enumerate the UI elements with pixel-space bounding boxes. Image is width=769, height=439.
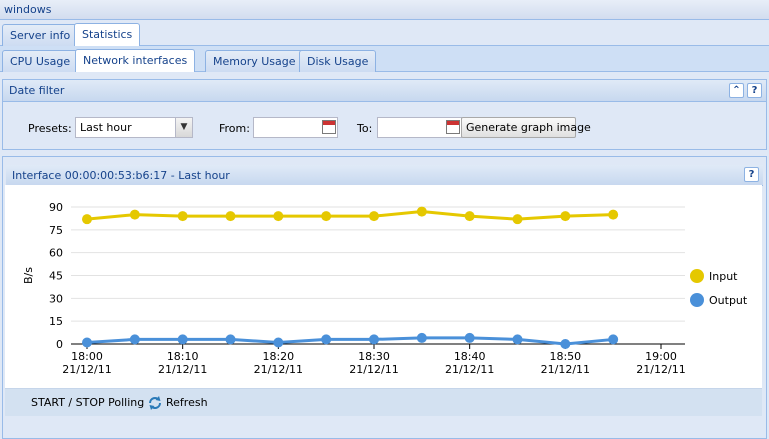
input-data-point: [560, 211, 571, 222]
x-tick-label: 18:00: [71, 350, 103, 363]
calendar-icon[interactable]: [322, 120, 336, 134]
tab-cpu-usage[interactable]: CPU Usage: [2, 50, 79, 72]
graph-panel-header: Interface 00:00:00:53:b6:17 - Last hour …: [6, 165, 763, 186]
y-tick-label: 15: [49, 315, 63, 328]
chevron-down-icon[interactable]: ▼: [175, 118, 192, 137]
x-tick-date-label: 21/12/11: [158, 363, 207, 376]
input-data-point: [608, 209, 619, 220]
x-tick-label: 18:50: [549, 350, 581, 363]
graph-toolbar: START / STOP Polling Refresh: [5, 388, 762, 416]
tab-memory-usage[interactable]: Memory Usage: [205, 50, 304, 72]
refresh-button[interactable]: Refresh: [166, 396, 208, 409]
y-tick-label: 30: [49, 292, 63, 305]
polling-toggle[interactable]: START / STOP Polling: [31, 396, 145, 409]
x-tick-label: 18:20: [262, 350, 294, 363]
output-data-point: [321, 334, 332, 345]
calendar-icon[interactable]: [446, 120, 460, 134]
input-legend-label: Input: [709, 270, 738, 283]
x-tick-date-label: 21/12/11: [254, 363, 303, 376]
presets-label: Presets:: [28, 122, 72, 135]
tab-network-interfaces[interactable]: Network interfaces: [75, 49, 196, 72]
window-title: windows: [0, 0, 769, 20]
date-filter-panel: Date filter ⌃ ? Presets: Last hour ▼ Fro…: [2, 79, 767, 150]
from-label: From:: [219, 122, 250, 135]
output-data-point: [177, 334, 188, 345]
output-data-point: [416, 332, 427, 343]
output-legend-marker: [690, 293, 704, 307]
to-date-field[interactable]: [377, 117, 462, 138]
y-tick-label: 60: [49, 247, 63, 260]
input-data-point: [416, 206, 427, 217]
refresh-icon[interactable]: [147, 395, 163, 411]
network-chart: 0153045607590B/s18:0021/12/1118:1021/12/…: [22, 201, 748, 376]
y-tick-label: 45: [49, 270, 63, 283]
input-data-point: [225, 211, 236, 222]
output-data-point: [273, 337, 284, 348]
from-date-field[interactable]: [253, 117, 338, 138]
input-legend-marker: [690, 269, 704, 283]
y-tick-label: 0: [56, 338, 63, 351]
input-data-point: [512, 214, 523, 225]
x-tick-date-label: 21/12/11: [445, 363, 494, 376]
tab-statistics[interactable]: Statistics: [74, 23, 141, 46]
date-filter-header: Date filter ⌃ ?: [3, 80, 766, 102]
date-filter-title: Date filter: [9, 84, 65, 97]
y-tick-label: 90: [49, 201, 63, 214]
help-icon[interactable]: ?: [744, 167, 759, 182]
x-tick-label: 18:10: [167, 350, 199, 363]
sub-tab-bar: CPU Usage Network interfaces Memory Usag…: [0, 46, 769, 72]
output-data-point: [129, 334, 140, 345]
graph-panel-title: Interface 00:00:00:53:b6:17 - Last hour: [12, 169, 230, 182]
x-tick-date-label: 21/12/11: [541, 363, 590, 376]
input-data-point: [177, 211, 188, 222]
output-data-point: [82, 337, 92, 348]
to-label: To:: [357, 122, 373, 135]
y-tick-label: 75: [49, 224, 63, 237]
input-data-point: [82, 214, 92, 225]
input-data-point: [129, 209, 140, 220]
main-tab-bar: Server info Statistics: [0, 20, 769, 46]
output-data-point: [608, 334, 619, 345]
x-tick-label: 18:40: [454, 350, 486, 363]
y-axis-label: B/s: [22, 267, 35, 284]
input-data-point: [464, 211, 475, 222]
help-icon[interactable]: ?: [747, 83, 762, 98]
input-data-point: [369, 211, 379, 222]
chart-area: 0 15 30 45 60 75 90 B/s 18:00 21/12/11 18:10 21/12/…: [5, 185, 762, 388]
x-tick-date-label: 21/12/11: [636, 363, 685, 376]
x-tick-date-label: 21/12/11: [62, 363, 111, 376]
x-tick-label: 19:00: [645, 350, 677, 363]
output-data-point: [560, 339, 571, 349]
tab-disk-usage[interactable]: Disk Usage: [299, 50, 377, 72]
presets-combo[interactable]: Last hour ▼: [75, 117, 193, 138]
tab-server-info[interactable]: Server info: [2, 24, 79, 46]
generate-graph-button[interactable]: Generate graph image: [461, 117, 591, 138]
output-data-point: [464, 332, 475, 343]
collapse-icon[interactable]: ⌃: [729, 83, 744, 98]
x-tick-label: 18:30: [358, 350, 390, 363]
output-data-point: [369, 334, 379, 345]
input-data-point: [273, 211, 284, 222]
input-data-point: [321, 211, 332, 222]
output-data-point: [225, 334, 236, 345]
x-tick-date-label: 21/12/11: [349, 363, 398, 376]
output-series-line: [86, 336, 614, 346]
input-series-line: [86, 210, 614, 221]
presets-value: Last hour: [80, 121, 132, 134]
output-data-point: [512, 334, 523, 345]
output-legend-label: Output: [709, 294, 748, 307]
